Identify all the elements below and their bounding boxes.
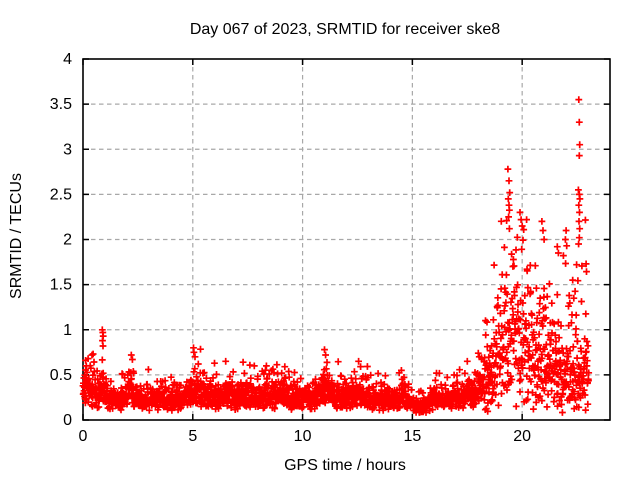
y-tick-label: 0 (63, 412, 72, 429)
y-axis-label: SRMTID / TECUs (8, 173, 25, 299)
y-tick-label: 3.5 (50, 96, 72, 113)
y-tick-label: 2 (63, 232, 72, 249)
x-tick-label: 0 (79, 428, 88, 445)
data-points (79, 96, 593, 416)
y-tick-label: 1.5 (50, 277, 72, 294)
y-tick-label: 0.5 (50, 367, 72, 384)
x-tick-label: 5 (188, 428, 197, 445)
x-tick-label: 15 (403, 428, 421, 445)
y-tick-label: 2.5 (50, 186, 72, 203)
y-tick-label: 3 (63, 141, 72, 158)
y-tick-label: 1 (63, 322, 72, 339)
x-axis-label: GPS time / hours (284, 457, 406, 474)
x-tick-label: 20 (513, 428, 531, 445)
x-tick-label: 10 (294, 428, 312, 445)
tick-labels: 0 5 10 15 20 0 0.5 1 1.5 2 2.5 3 3.5 4 (50, 51, 531, 445)
y-tick-label: 4 (63, 51, 72, 68)
chart-title: Day 067 of 2023, SRMTID for receiver ske… (190, 21, 500, 38)
plot-border (82, 58, 611, 421)
